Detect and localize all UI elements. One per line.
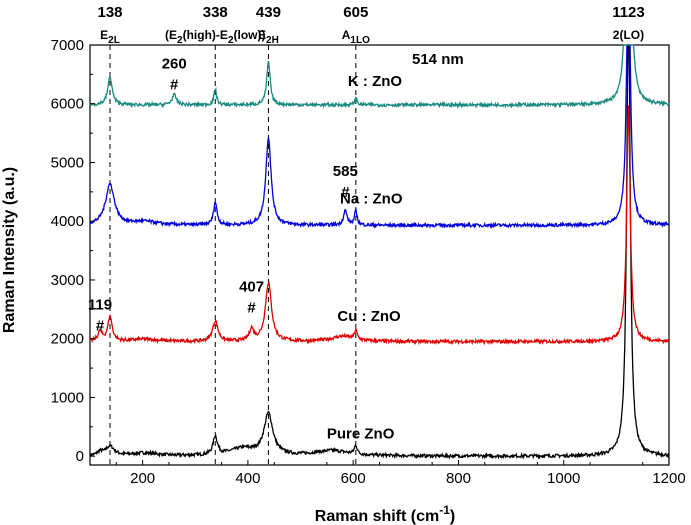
series-line-3 bbox=[89, 44, 670, 109]
series-line-2 bbox=[89, 44, 670, 229]
y-tick-label-0: 0 bbox=[76, 448, 84, 465]
series-label-1: Cu : ZnO bbox=[337, 308, 401, 325]
mode-label-439: E2H bbox=[258, 28, 279, 46]
y-tick-label-6000: 6000 bbox=[51, 96, 84, 113]
mode-label-138: E2L bbox=[100, 28, 120, 46]
annotation-260: 260 bbox=[162, 55, 187, 72]
mode-label-605: A1LO bbox=[342, 28, 370, 46]
reference-lines bbox=[109, 45, 357, 465]
peak-annotations: 260 #585 #407 #119 # bbox=[88, 55, 358, 334]
mode-label-338: (E2(high)-E2(low)) bbox=[165, 28, 265, 46]
annotation-mark-407: # bbox=[247, 300, 256, 317]
y-tick-label-3000: 3000 bbox=[51, 272, 84, 289]
x-axis-title: Raman shift (cm-1) bbox=[315, 503, 455, 525]
annotation-585: 585 bbox=[333, 163, 358, 180]
series-labels: Pure ZnO Cu : ZnO Na : ZnO K : ZnO bbox=[327, 73, 403, 442]
plot-border bbox=[89, 44, 670, 466]
x-tick-label-1200: 1200 bbox=[652, 470, 685, 487]
x-tick-label-400: 400 bbox=[235, 470, 260, 487]
x-tick-label-800: 800 bbox=[446, 470, 471, 487]
annotation-mark-119: # bbox=[96, 317, 105, 334]
mode-labels: E2L (E2(high)-E2(low))E2H A1LO 2(LO) bbox=[100, 28, 644, 46]
y-tick-label-4000: 4000 bbox=[51, 213, 84, 230]
top-peak-label-439: 439 bbox=[256, 4, 281, 21]
series-line-1 bbox=[89, 105, 670, 346]
x-tick-label-1000: 1000 bbox=[547, 470, 580, 487]
y-tick-label-2000: 2000 bbox=[51, 331, 84, 348]
top-peak-labels: 138 338 439 605 1123 bbox=[97, 4, 644, 21]
y-axis-ticks: 0 1000 2000 3000 4000 5000 6000 7000 bbox=[51, 37, 95, 465]
series-label-0: Pure ZnO bbox=[327, 426, 395, 443]
series-line-0 bbox=[89, 44, 670, 460]
y-tick-label-1000: 1000 bbox=[51, 389, 84, 406]
mode-label-1123: 2(LO) bbox=[613, 28, 644, 42]
annotation-119: 119 bbox=[88, 296, 112, 313]
top-peak-label-138: 138 bbox=[97, 4, 122, 21]
x-axis-ticks: 200 400 600 800 1000 1200 bbox=[115, 460, 686, 487]
x-tick-label-200: 200 bbox=[130, 470, 155, 487]
x-tick-label-600: 600 bbox=[341, 470, 366, 487]
series-label-3: K : ZnO bbox=[348, 73, 402, 90]
excitation-label: 514 nm bbox=[412, 51, 464, 68]
top-peak-label-1123: 1123 bbox=[612, 4, 645, 21]
y-tick-label-7000: 7000 bbox=[51, 37, 84, 54]
annotation-407: 407 bbox=[239, 279, 264, 296]
series-label-2: Na : ZnO bbox=[340, 191, 403, 208]
annotation-mark-585: # bbox=[341, 184, 350, 201]
y-tick-label-5000: 5000 bbox=[51, 154, 84, 171]
top-peak-label-338: 338 bbox=[203, 4, 228, 21]
plot-frame bbox=[89, 44, 670, 466]
top-peak-label-605: 605 bbox=[343, 4, 368, 21]
y-axis-title: Raman Intensity (a.u.) bbox=[1, 167, 18, 333]
series-group bbox=[89, 44, 670, 460]
annotation-mark-260: # bbox=[170, 76, 179, 93]
